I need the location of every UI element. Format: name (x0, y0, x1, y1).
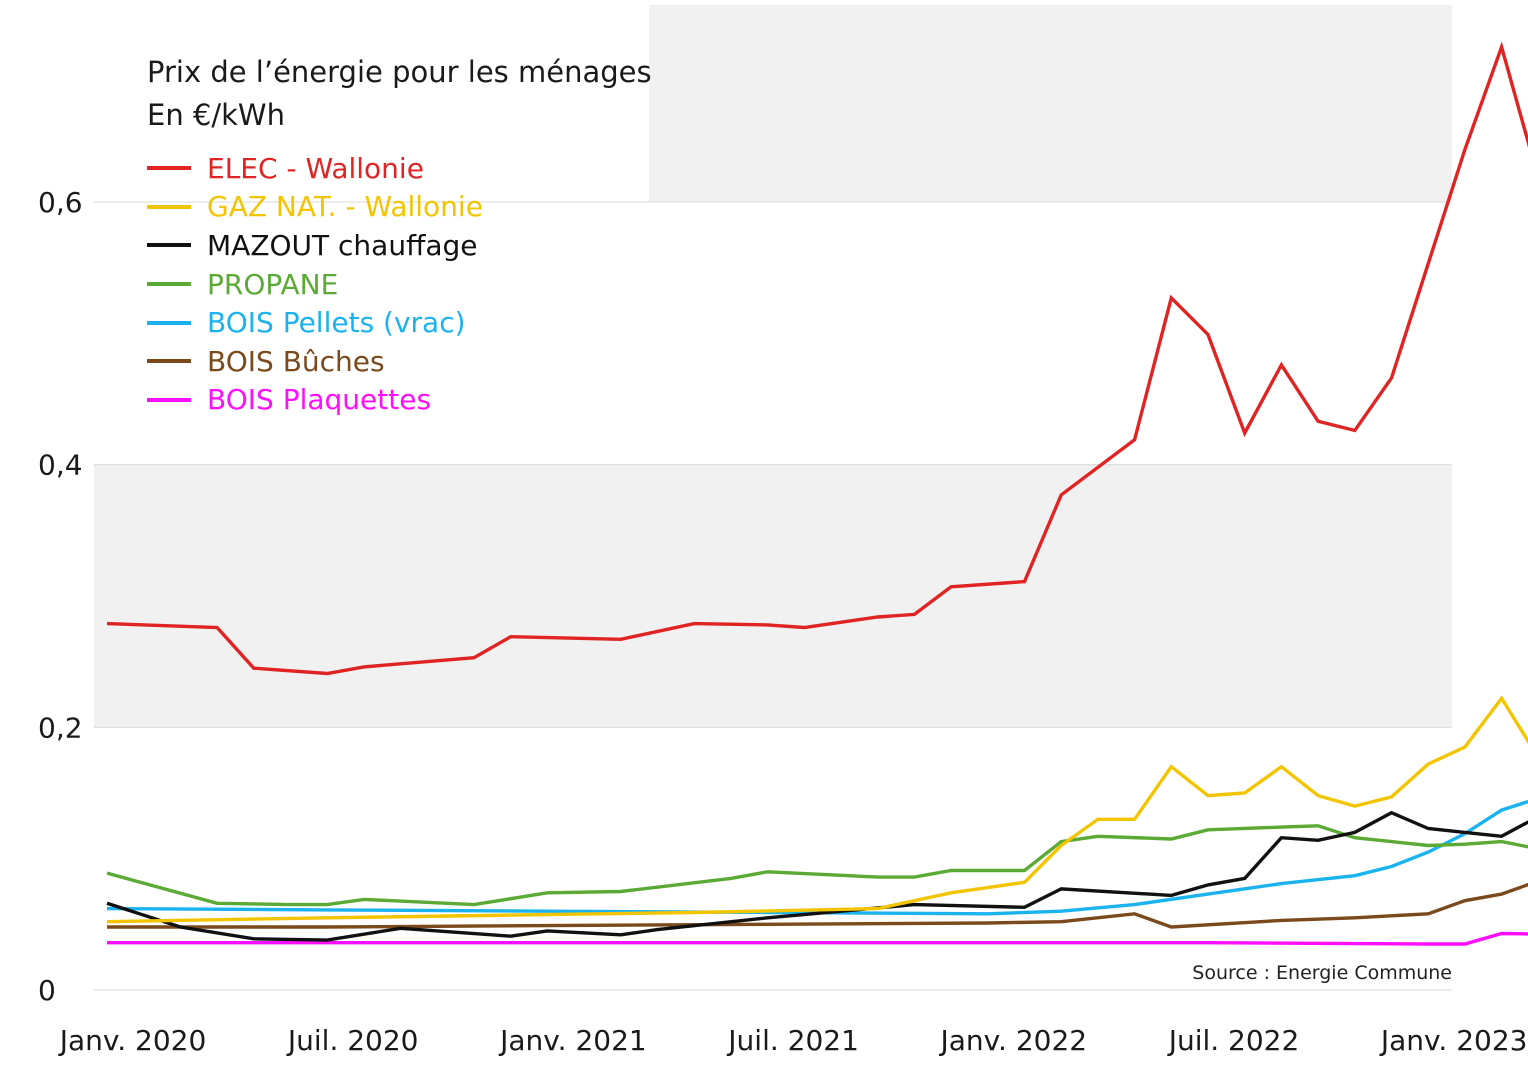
x-tick-label: Janv. 2021 (498, 1024, 647, 1057)
legend-swatch (147, 166, 191, 171)
y-axis: 0 0,2 0,4 0,6 (38, 186, 83, 1007)
legend-item: MAZOUT chauffage (147, 226, 483, 265)
source-note: Source : Energie Commune (1192, 962, 1452, 984)
legend-swatch (147, 397, 191, 402)
x-tick-label: Janv. 2022 (938, 1024, 1087, 1057)
legend-item: PROPANE (147, 265, 483, 304)
series-line (106, 824, 1528, 907)
gridlines (94, 201, 1452, 991)
x-axis: Janv. 2020 Juil. 2020 Janv. 2021 Juil. 2021… (58, 1024, 1528, 1057)
legend-item: BOIS Bûches (147, 342, 483, 381)
x-tick-label: Juil. 2022 (1167, 1024, 1300, 1057)
y-tick-label: 0,6 (38, 186, 83, 219)
legend-label: GAZ NAT. - Wallonie (207, 190, 483, 224)
x-tick-label: Janv. 2023 (1379, 1024, 1528, 1057)
legend-label: BOIS Bûches (207, 344, 385, 378)
legend-item: BOIS Pellets (vrac) (147, 303, 483, 342)
x-tick-label: Juil. 2021 (726, 1024, 859, 1057)
series-line (107, 931, 1528, 946)
legend-item: BOIS Plaquettes (147, 381, 483, 420)
legend-label: BOIS Pellets (vrac) (207, 306, 466, 340)
x-tick-label: Juil. 2020 (286, 1024, 419, 1057)
y-tick-label: 0,2 (38, 711, 83, 744)
legend-label: PROPANE (207, 267, 339, 301)
x-tick-label: Janv. 2020 (58, 1024, 207, 1057)
legend-label: BOIS Plaquettes (207, 383, 432, 417)
chart-title: Prix de l’énergie pour les ménages (147, 55, 652, 89)
legend-swatch (147, 204, 191, 209)
y-tick-label: 0,4 (38, 449, 83, 482)
series-line (106, 41, 1528, 676)
legend-label: ELEC - Wallonie (207, 151, 424, 185)
series-line (106, 799, 1528, 916)
series-line (106, 695, 1528, 924)
series-line (107, 882, 1528, 929)
legend: ELEC - Wallonie GAZ NAT. - Wallonie MAZOUT… (147, 149, 483, 419)
y-tick-label: 0 (38, 974, 56, 1007)
chart-subtitle: En €/kWh (147, 98, 285, 132)
legend-item: GAZ NAT. - Wallonie (147, 188, 483, 227)
series-lines (106, 41, 1528, 946)
legend-swatch (147, 320, 191, 325)
grid-band (94, 464, 1452, 728)
legend-swatch (147, 282, 191, 287)
legend-swatch (147, 243, 191, 248)
legend-label: MAZOUT chauffage (207, 228, 478, 262)
legend-swatch (147, 359, 191, 364)
background-bands (94, 5, 1452, 728)
series-line (106, 810, 1528, 942)
grid-band (649, 5, 1452, 202)
legend-item: ELEC - Wallonie (147, 149, 483, 188)
